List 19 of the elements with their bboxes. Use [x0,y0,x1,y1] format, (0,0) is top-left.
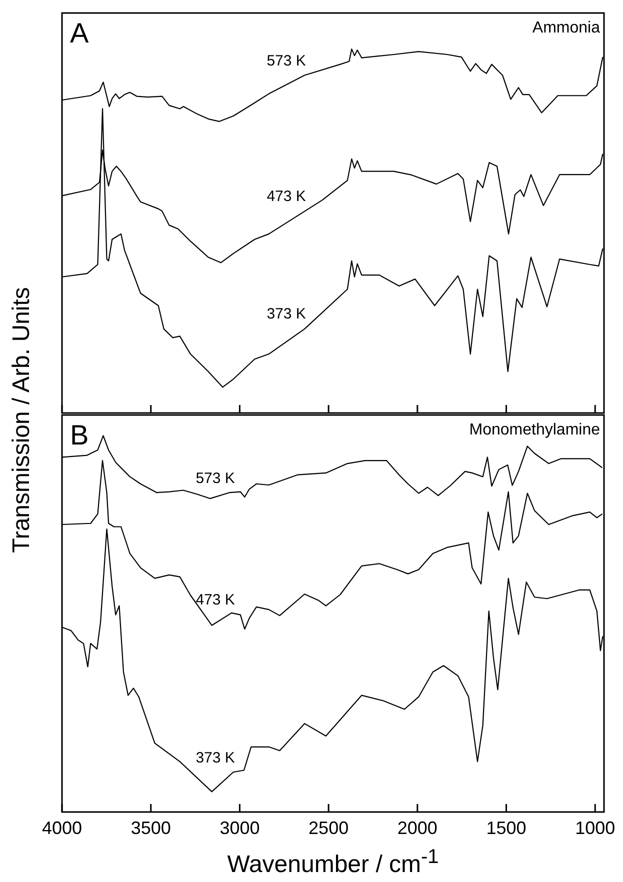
series-label: 473 K [196,591,235,608]
series-label: 373 K [266,305,306,322]
series-label: 573 K [266,52,306,70]
x-axis-title: Wavenumber / cm$^{-1}$ [226,846,440,879]
y-axis-title: Transmission / Arb. Units [8,287,36,553]
annotation: B [70,420,89,451]
x-tick-label: 3500 [130,818,171,838]
series-label: 373 K [196,749,235,766]
x-tick-label: 1500 [486,818,526,838]
chart-title: Monomethylamine [469,421,600,438]
text: A [70,18,89,49]
series-label: 573 K [196,470,235,487]
chart-title: Ammonia [532,19,600,36]
x-tick-label: 4000 [42,818,82,838]
x-tick-label: 2500 [308,818,349,838]
x-tick-label: 2000 [397,818,438,838]
series-label: 473 K [266,188,306,206]
x-tick-label: 1000 [575,818,616,838]
x-tick-label: 3000 [220,818,260,838]
